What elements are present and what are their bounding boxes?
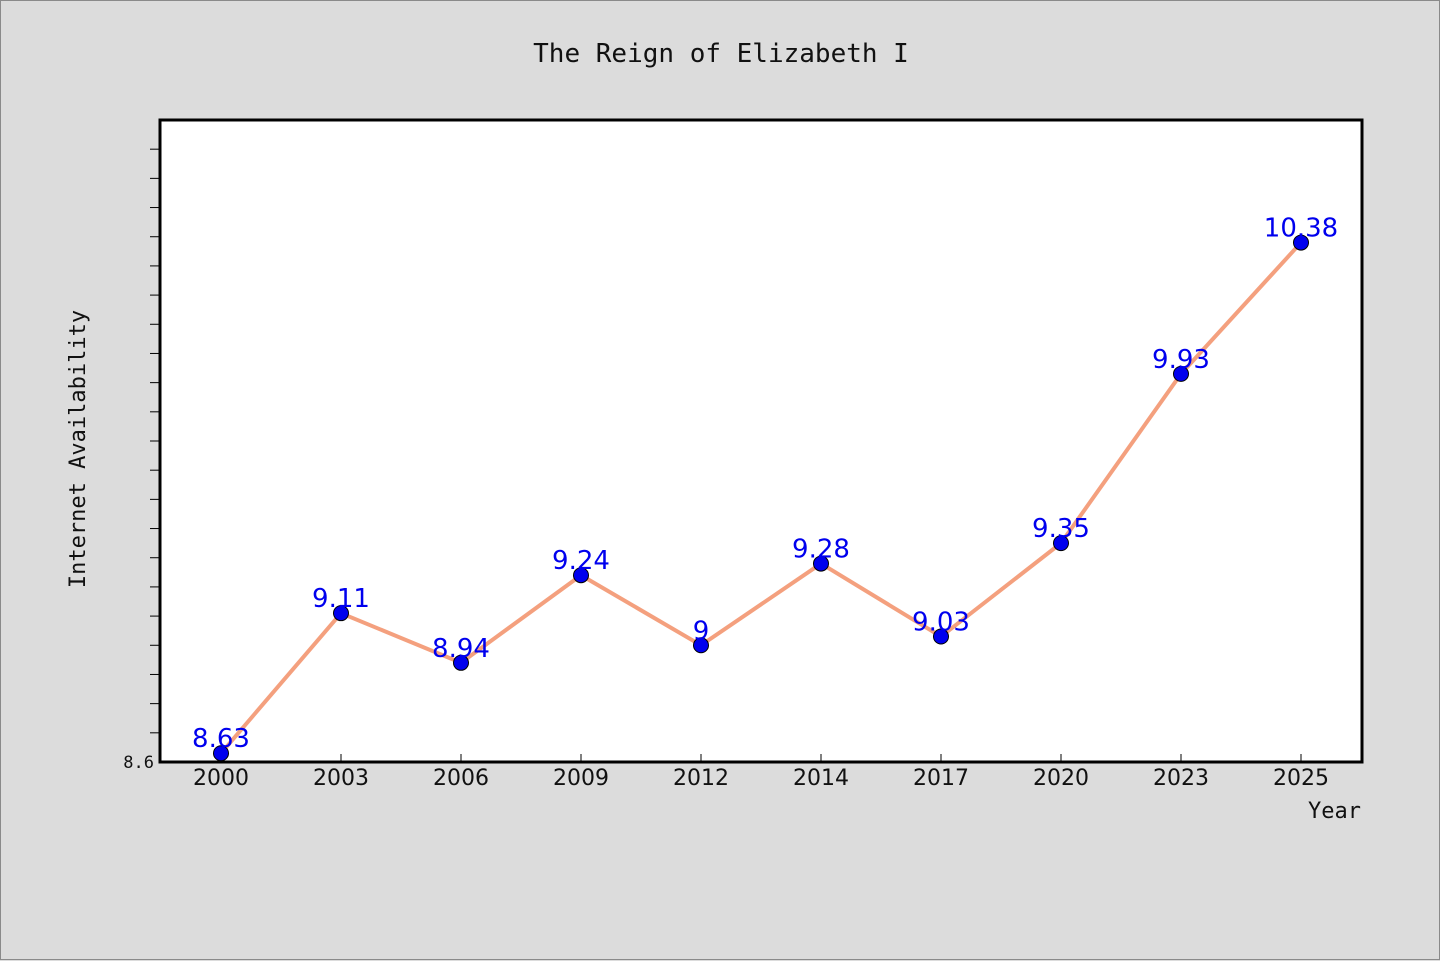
x-tick-label: 2009 xyxy=(553,766,609,791)
x-axis-label: Year xyxy=(1308,799,1361,824)
x-tick-label: 2014 xyxy=(793,766,849,791)
data-label: 9.28 xyxy=(792,535,850,565)
y-tick-label: 8.6 xyxy=(123,753,154,773)
data-point xyxy=(453,654,469,671)
data-point xyxy=(1173,365,1189,382)
data-point xyxy=(933,628,949,645)
data-label: 9.24 xyxy=(552,546,610,576)
y-axis-ticks: 8.6 xyxy=(123,148,160,773)
x-tick-label: 2020 xyxy=(1033,766,1089,791)
data-label: 9.35 xyxy=(1032,514,1090,544)
data-point xyxy=(1293,234,1309,251)
data-label: 9.11 xyxy=(312,584,370,614)
data-point xyxy=(333,605,349,622)
data-labels-group: 8.63 9.11 8.94 9.24 9 9.28 9.03 9.35 9.93 10.38 xyxy=(192,214,1338,755)
chart-title: The Reign of Elizabeth I xyxy=(533,39,909,69)
x-axis-ticks: 2000 2003 2006 2009 2012 2014 2017 2020 2023 2025 xyxy=(193,754,1329,791)
x-tick-label: 2012 xyxy=(673,766,729,791)
series-group xyxy=(213,234,1309,762)
data-point xyxy=(1053,535,1069,552)
data-label: 10.38 xyxy=(1264,214,1338,244)
data-point xyxy=(693,637,709,654)
data-label: 8.94 xyxy=(432,634,490,664)
x-tick-label: 2000 xyxy=(193,766,249,791)
data-label: 9 xyxy=(693,616,710,646)
x-tick-label: 2003 xyxy=(313,766,369,791)
x-tick-label: 2025 xyxy=(1273,766,1329,791)
x-tick-label: 2006 xyxy=(433,766,489,791)
series-line xyxy=(219,240,1303,756)
data-label: 9.93 xyxy=(1152,345,1210,375)
data-label: 8.63 xyxy=(192,724,250,754)
data-point xyxy=(213,745,229,762)
plot-area xyxy=(158,118,1364,764)
data-label: 9.03 xyxy=(912,608,970,638)
data-point xyxy=(813,555,829,572)
y-axis-label: Internet Availability xyxy=(66,310,91,588)
data-point xyxy=(573,567,589,584)
x-tick-label: 2023 xyxy=(1153,766,1209,791)
x-tick-label: 2017 xyxy=(913,766,969,791)
